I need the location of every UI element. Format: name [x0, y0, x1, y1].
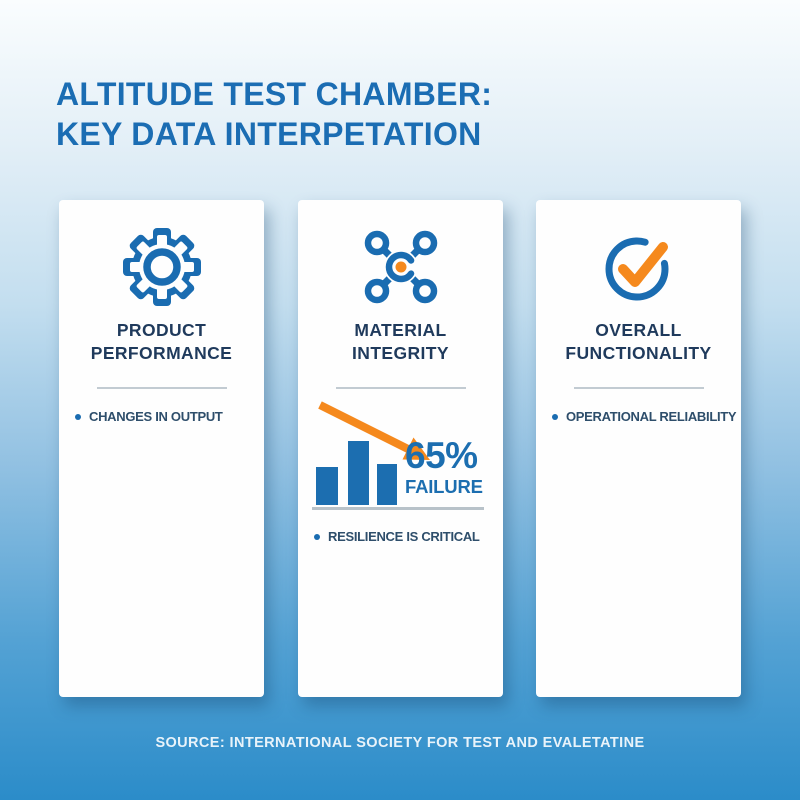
bar-3 — [377, 464, 397, 506]
card-heading-line-2: PERFORMANCE — [90, 343, 233, 364]
page-title-line-1: ALTITUDE TEST CHAMBER: — [56, 76, 493, 113]
card-heading-line-1: OVERALL — [595, 320, 682, 340]
card-material-integrity: MATERIAL INTEGRITY 65% FAILURE RESILIENC… — [298, 200, 503, 697]
card-heading: PRODUCT PERFORMANCE — [91, 319, 233, 365]
chart-baseline — [312, 507, 484, 511]
bar-2 — [348, 441, 369, 506]
heading-divider — [335, 387, 466, 390]
bullet-dot — [314, 534, 320, 541]
card-heading-line-2: INTEGRITY — [352, 343, 449, 364]
card-heading-line-1: MATERIAL — [354, 320, 447, 340]
molecule-icon — [361, 227, 441, 307]
failure-bar-chart: 65% FAILURE — [308, 399, 493, 517]
bullet-label: RESILIENCE IS CRITICAL — [328, 529, 480, 545]
card-heading: OVERALL FUNCTIONALITY — [565, 319, 711, 365]
bullet-label: CHANGES IN OUTPUT — [89, 409, 223, 425]
failure-stat-label: FAILURE — [405, 476, 483, 498]
bullet-item: RESILIENCE IS CRITICAL — [314, 529, 480, 544]
failure-stat-value: 65% — [405, 435, 478, 477]
gear-icon — [122, 227, 202, 307]
bar-1 — [316, 467, 338, 506]
card-heading-line-1: PRODUCT — [116, 320, 207, 340]
bullet-dot — [552, 414, 558, 421]
card-overall-functionality: OVERALL FUNCTIONALITY OPERATIONAL RELIAB… — [536, 200, 741, 697]
bullet-item: CHANGES IN OUTPUT — [75, 409, 223, 424]
card-heading-line-2: FUNCTIONALITY — [565, 343, 712, 364]
bullet-dot — [75, 414, 81, 421]
page-title-line-2: KEY DATA INTERPETATION — [56, 115, 482, 152]
bullet-label: OPERATIONAL RELIABILITY — [566, 409, 737, 425]
trend-down-arrow-icon — [318, 401, 430, 461]
heading-divider — [96, 387, 227, 390]
source-caption: SOURCE: INTERNATIONAL SOCIETY FOR TEST A… — [155, 735, 645, 751]
page-title: ALTITUDE TEST CHAMBER: KEY DATA INTERPET… — [56, 75, 492, 154]
card-product-performance: PRODUCT PERFORMANCE CHANGES IN OUTPUT — [59, 200, 264, 697]
heading-divider — [573, 387, 704, 390]
card-heading: MATERIAL INTEGRITY — [352, 319, 449, 365]
bullet-item: OPERATIONAL RELIABILITY — [552, 409, 737, 425]
check-circle-icon — [599, 227, 679, 307]
